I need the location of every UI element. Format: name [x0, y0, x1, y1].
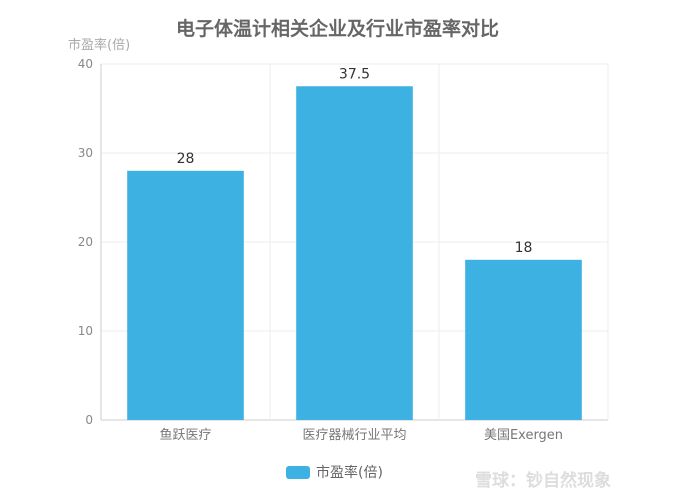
- x-tick-label: 医疗器械行业平均: [302, 428, 406, 443]
- y-tick-label: 40: [78, 57, 93, 71]
- y-tick-label: 20: [78, 235, 93, 249]
- data-label: 18: [515, 240, 533, 256]
- x-tick-label: 美国Exergen: [484, 428, 563, 443]
- y-tick-label: 0: [85, 413, 93, 427]
- y-axis-label: 市盈率(倍): [68, 38, 131, 53]
- bar: [127, 170, 244, 420]
- chart-title: 电子体温计相关企业及行业市盈率对比: [175, 18, 499, 40]
- y-tick-label: 30: [78, 146, 93, 160]
- legend-label: 市盈率(倍): [316, 465, 383, 481]
- data-label: 28: [177, 151, 195, 167]
- legend[interactable]: 市盈率(倍): [286, 462, 383, 482]
- watermark: 雪球：钞自然现象: [475, 471, 611, 491]
- data-label: 37.5: [339, 66, 370, 82]
- y-tick-label: 10: [78, 324, 93, 338]
- legend-swatch: [286, 465, 310, 479]
- bar: [465, 259, 582, 420]
- x-tick-label: 鱼跃医疗: [159, 427, 211, 443]
- bar: [296, 86, 413, 420]
